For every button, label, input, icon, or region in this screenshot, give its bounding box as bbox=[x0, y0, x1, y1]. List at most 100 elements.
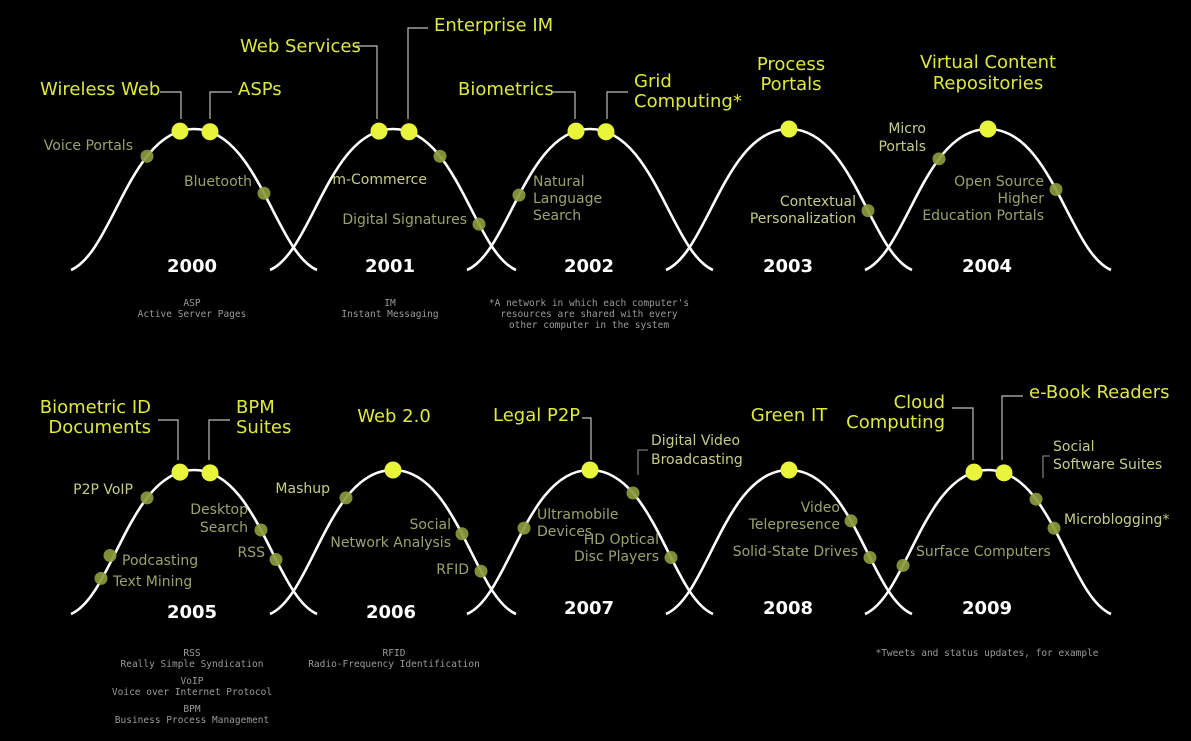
side-dot-m-commerce bbox=[433, 149, 447, 163]
side-label-hd-optical-disc-players: HD Optical bbox=[584, 532, 659, 548]
side-label-hd-optical-disc-players: Disc Players bbox=[574, 549, 659, 565]
side-label-surface-computers: Surface Computers bbox=[916, 544, 1051, 560]
side-dot-social-software-suites bbox=[1029, 492, 1043, 506]
year-label-2002: 2002 bbox=[564, 256, 614, 277]
peak-dot-process-portals bbox=[780, 120, 798, 138]
side-label-video-telepresence: Telepresence bbox=[748, 517, 840, 533]
footnote-2006: Radio-Frequency Identification bbox=[308, 659, 480, 670]
peak-label-legal-p2p: Legal P2P bbox=[493, 405, 580, 426]
peak-dot-virtual-content-repositories bbox=[979, 120, 997, 138]
year-label-2007: 2007 bbox=[564, 598, 614, 619]
side-label-open-source-higher-education-portals: Higher bbox=[997, 191, 1044, 207]
peak-label-web-2-0: Web 2.0 bbox=[357, 406, 431, 427]
side-dot-digital-video-broadcasting bbox=[626, 486, 640, 500]
side-dot-surface-computers bbox=[896, 558, 910, 572]
peak-label-e-book-readers: e-Book Readers bbox=[1029, 382, 1170, 403]
hype-curve-2008 bbox=[665, 468, 913, 616]
side-dot-voice-portals bbox=[140, 149, 154, 163]
side-label-natural-language-search: Natural bbox=[533, 174, 585, 190]
peak-label-cloud-computing: Cloud bbox=[894, 392, 945, 413]
peak-label-web-services: Web Services bbox=[240, 36, 361, 57]
footnote-2005: RSS bbox=[183, 648, 200, 659]
dots-layer bbox=[94, 120, 1063, 585]
labels-layer: Wireless Web ASPs Voice Portals Bluetooth 20… bbox=[40, 15, 1170, 726]
side-label-mashup: Mashup bbox=[275, 481, 330, 497]
side-dot-micro-portals bbox=[932, 152, 946, 166]
peak-label-grid-computing: Grid bbox=[634, 71, 672, 92]
side-dot-solid-state-drives bbox=[863, 551, 877, 565]
side-dot-bluetooth bbox=[257, 186, 271, 200]
peak-label-cloud-computing: Computing bbox=[846, 412, 945, 433]
peak-dot-asps bbox=[201, 123, 219, 141]
peak-label-process-portals: Process bbox=[757, 54, 825, 75]
side-dot-rss bbox=[269, 553, 283, 567]
side-label-text-mining: Text Mining bbox=[112, 574, 192, 590]
peak-dot-wireless-web bbox=[171, 122, 189, 140]
side-label-desktop-search: Desktop bbox=[190, 502, 248, 518]
side-label-micro-portals: Portals bbox=[878, 139, 926, 155]
side-label-ultramobile-devices: Devices bbox=[537, 524, 592, 540]
peak-dot-green-it bbox=[780, 461, 798, 479]
peak-label-wireless-web: Wireless Web bbox=[40, 79, 160, 100]
side-label-micro-portals: Micro bbox=[888, 121, 926, 137]
side-label-open-source-higher-education-portals: Education Portals bbox=[922, 208, 1044, 224]
footnote-2005: VoIP bbox=[181, 676, 204, 687]
side-dot-contextual-personalization bbox=[861, 204, 875, 218]
side-label-natural-language-search: Search bbox=[533, 208, 581, 224]
side-label-ultramobile-devices: Ultramobile bbox=[537, 507, 618, 523]
peak-label-grid-computing: Computing* bbox=[634, 91, 742, 112]
leader-line bbox=[158, 419, 179, 460]
side-label-social-software-suites: Social bbox=[1053, 439, 1095, 455]
footnote-2002: resources are shared with every bbox=[500, 309, 678, 320]
leader-line bbox=[637, 449, 648, 475]
peak-dot-cloud-computing bbox=[965, 463, 983, 481]
side-dot-hd-optical-disc-players bbox=[664, 551, 678, 565]
side-label-microblogging: Microblogging* bbox=[1064, 512, 1169, 528]
side-label-rfid: RFID bbox=[436, 562, 469, 578]
leader-line bbox=[1042, 455, 1050, 478]
hype-curve-2009 bbox=[864, 468, 1112, 616]
footnote-2009: *Tweets and status updates, for example bbox=[875, 648, 1098, 659]
footnote-2006: RFID bbox=[383, 648, 406, 659]
leader-lines-layer bbox=[158, 27, 1050, 478]
footnote-2005: Business Process Management bbox=[115, 715, 269, 726]
peak-dot-biometric-id-documents bbox=[171, 463, 189, 481]
footnote-2000: Active Server Pages bbox=[138, 309, 247, 320]
footnote-2005: BPM bbox=[183, 704, 200, 715]
side-label-rss: RSS bbox=[237, 545, 265, 561]
year-label-2003: 2003 bbox=[763, 256, 813, 277]
side-dot-ultramobile-devices bbox=[517, 521, 531, 535]
peak-label-virtual-content-repositories: Virtual Content bbox=[920, 52, 1056, 73]
leader-line bbox=[606, 91, 628, 119]
side-label-contextual-personalization: Contextual bbox=[780, 194, 856, 210]
side-label-social-network-analysis: Social bbox=[409, 517, 451, 533]
peak-label-asps: ASPs bbox=[238, 79, 282, 100]
footnote-2001: IM bbox=[384, 298, 396, 309]
peak-label-green-it: Green IT bbox=[751, 405, 829, 426]
side-label-video-telepresence: Video bbox=[801, 500, 840, 516]
peak-dot-web-services bbox=[370, 122, 388, 140]
side-label-bluetooth: Bluetooth bbox=[184, 174, 252, 190]
peak-dot-enterprise-im bbox=[400, 123, 418, 141]
side-dot-social-network-analysis bbox=[455, 527, 469, 541]
side-label-contextual-personalization: Personalization bbox=[750, 211, 856, 227]
side-label-digital-video-broadcasting: Broadcasting bbox=[651, 452, 743, 468]
peak-dot-legal-p2p bbox=[581, 461, 599, 479]
hype-curve-2001 bbox=[269, 127, 517, 272]
side-label-voice-portals: Voice Portals bbox=[44, 138, 133, 154]
leader-line bbox=[1001, 395, 1023, 460]
leader-line bbox=[208, 419, 230, 460]
leader-line bbox=[407, 27, 428, 119]
side-label-digital-video-broadcasting: Digital Video bbox=[651, 433, 740, 449]
footnote-2002: other computer in the system bbox=[509, 320, 669, 331]
side-dot-natural-language-search bbox=[512, 188, 526, 202]
leader-line bbox=[356, 45, 378, 119]
side-dot-podcasting bbox=[103, 548, 117, 562]
peak-dot-web-2-0 bbox=[384, 461, 402, 479]
peak-label-bpm-suites: Suites bbox=[236, 417, 291, 438]
peak-dot-grid-computing bbox=[597, 123, 615, 141]
side-dot-video-telepresence bbox=[844, 514, 858, 528]
leader-line bbox=[160, 91, 182, 119]
side-dot-mashup bbox=[339, 491, 353, 505]
